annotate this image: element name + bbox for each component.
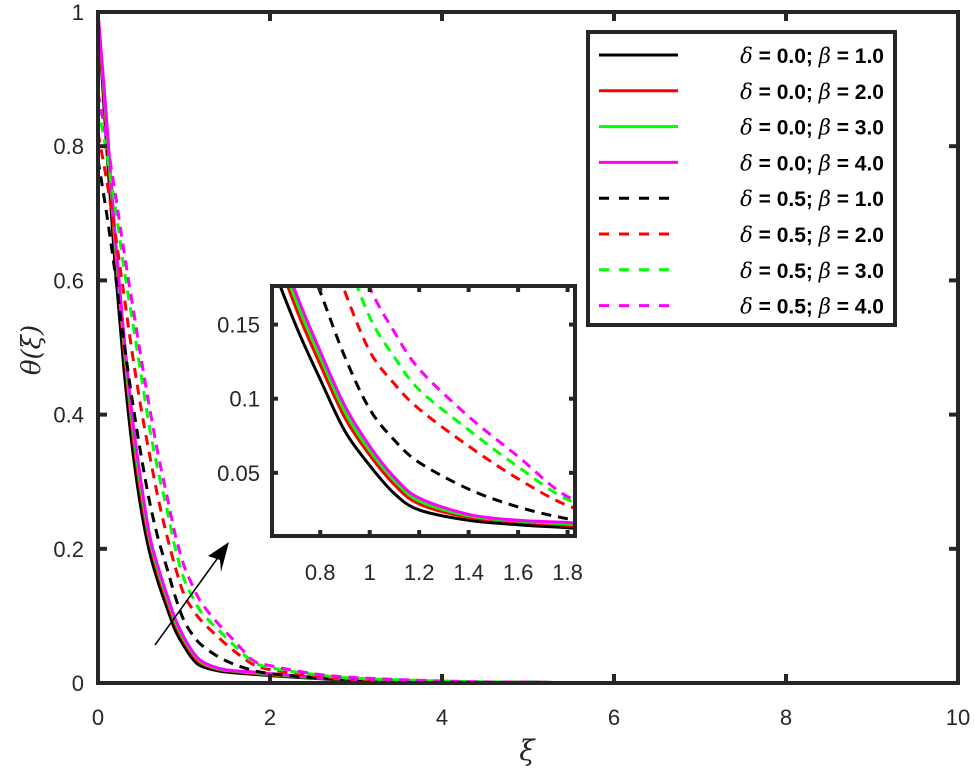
y-tick-label: 0.8 bbox=[53, 134, 84, 159]
x-tick-label: 2 bbox=[264, 705, 276, 730]
inset-y-tick-label: 0.05 bbox=[217, 461, 260, 486]
y-axis-label: θ(ξ) bbox=[17, 325, 47, 375]
inset-background bbox=[272, 286, 575, 536]
main-axis-ticks: 0 2 4 6 8 10 0 0.2 0.4 0.6 0.8 1 bbox=[53, 0, 970, 730]
y-tick-label: 1 bbox=[72, 0, 84, 25]
legend-label: δ = 0.5; β = 1.0 bbox=[740, 187, 884, 211]
inset-plot-lines bbox=[278, 286, 575, 530]
y-tick-label: 0.2 bbox=[53, 537, 84, 562]
x-tick-label: 4 bbox=[436, 705, 448, 730]
legend-label: δ = 0.0; β = 4.0 bbox=[740, 151, 884, 175]
x-tick-label: 6 bbox=[608, 705, 620, 730]
legend-item: δ = 0.0; β = 1.0 bbox=[599, 44, 884, 68]
inset-x-tick-label: 1.4 bbox=[453, 560, 484, 585]
x-tick-label: 8 bbox=[780, 705, 792, 730]
y-tick-label: 0 bbox=[72, 671, 84, 696]
inset-axis-ticks: 0.8 1 1.2 1.4 1.6 1.8 0.05 0.1 0.15 bbox=[217, 286, 583, 585]
y-tick-label: 0.6 bbox=[53, 268, 84, 293]
x-tick-label: 0 bbox=[92, 705, 104, 730]
legend-item: δ = 0.0; β = 2.0 bbox=[599, 80, 884, 104]
x-tick-label: 10 bbox=[946, 705, 970, 730]
inset-x-tick-label: 1.8 bbox=[552, 560, 583, 585]
series-line-6 bbox=[341, 286, 575, 510]
inset-x-tick-label: 1.6 bbox=[503, 560, 534, 585]
legend-label: δ = 0.5; β = 2.0 bbox=[740, 223, 884, 247]
inset-axes-box bbox=[270, 284, 577, 538]
legend-item: δ = 0.0; β = 3.0 bbox=[599, 116, 884, 140]
legend: δ = 0.0; β = 1.0 δ = 0.0; β = 2.0 δ = 0.0;… bbox=[586, 30, 897, 327]
series-line-7 bbox=[355, 286, 575, 505]
legend-item: δ = 0.5; β = 4.0 bbox=[599, 295, 884, 319]
series-line-2 bbox=[285, 286, 575, 528]
x-axis-label: ξ bbox=[519, 734, 536, 767]
series-line-4 bbox=[291, 286, 575, 525]
inset-x-tick-label: 1.2 bbox=[404, 560, 435, 585]
legend-item: δ = 0.5; β = 1.0 bbox=[599, 187, 884, 211]
legend-label: δ = 0.0; β = 3.0 bbox=[740, 116, 884, 140]
increase-arrow bbox=[154, 542, 229, 646]
legend-label: δ = 0.5; β = 4.0 bbox=[740, 295, 884, 319]
main-axes-box bbox=[96, 10, 960, 685]
legend-label: δ = 0.5; β = 3.0 bbox=[740, 259, 884, 283]
legend-label: δ = 0.0; β = 2.0 bbox=[740, 80, 884, 104]
series-line-1 bbox=[278, 286, 575, 530]
legend-item: δ = 0.0; β = 4.0 bbox=[599, 151, 884, 175]
y-tick-label: 0.4 bbox=[53, 403, 84, 428]
series-line-5 bbox=[96, 159, 958, 685]
series-line-7 bbox=[96, 105, 959, 685]
legend-item: δ = 0.5; β = 2.0 bbox=[599, 223, 884, 247]
legend-item: δ = 0.5; β = 3.0 bbox=[599, 259, 884, 283]
inset-y-tick-label: 0.15 bbox=[217, 313, 260, 338]
inset-y-tick-label: 0.1 bbox=[229, 387, 260, 412]
inset-x-tick-label: 1 bbox=[364, 560, 376, 585]
series-line-3 bbox=[288, 286, 575, 527]
inset-x-tick-label: 0.8 bbox=[305, 560, 336, 585]
legend-label: δ = 0.0; β = 1.0 bbox=[740, 44, 884, 68]
